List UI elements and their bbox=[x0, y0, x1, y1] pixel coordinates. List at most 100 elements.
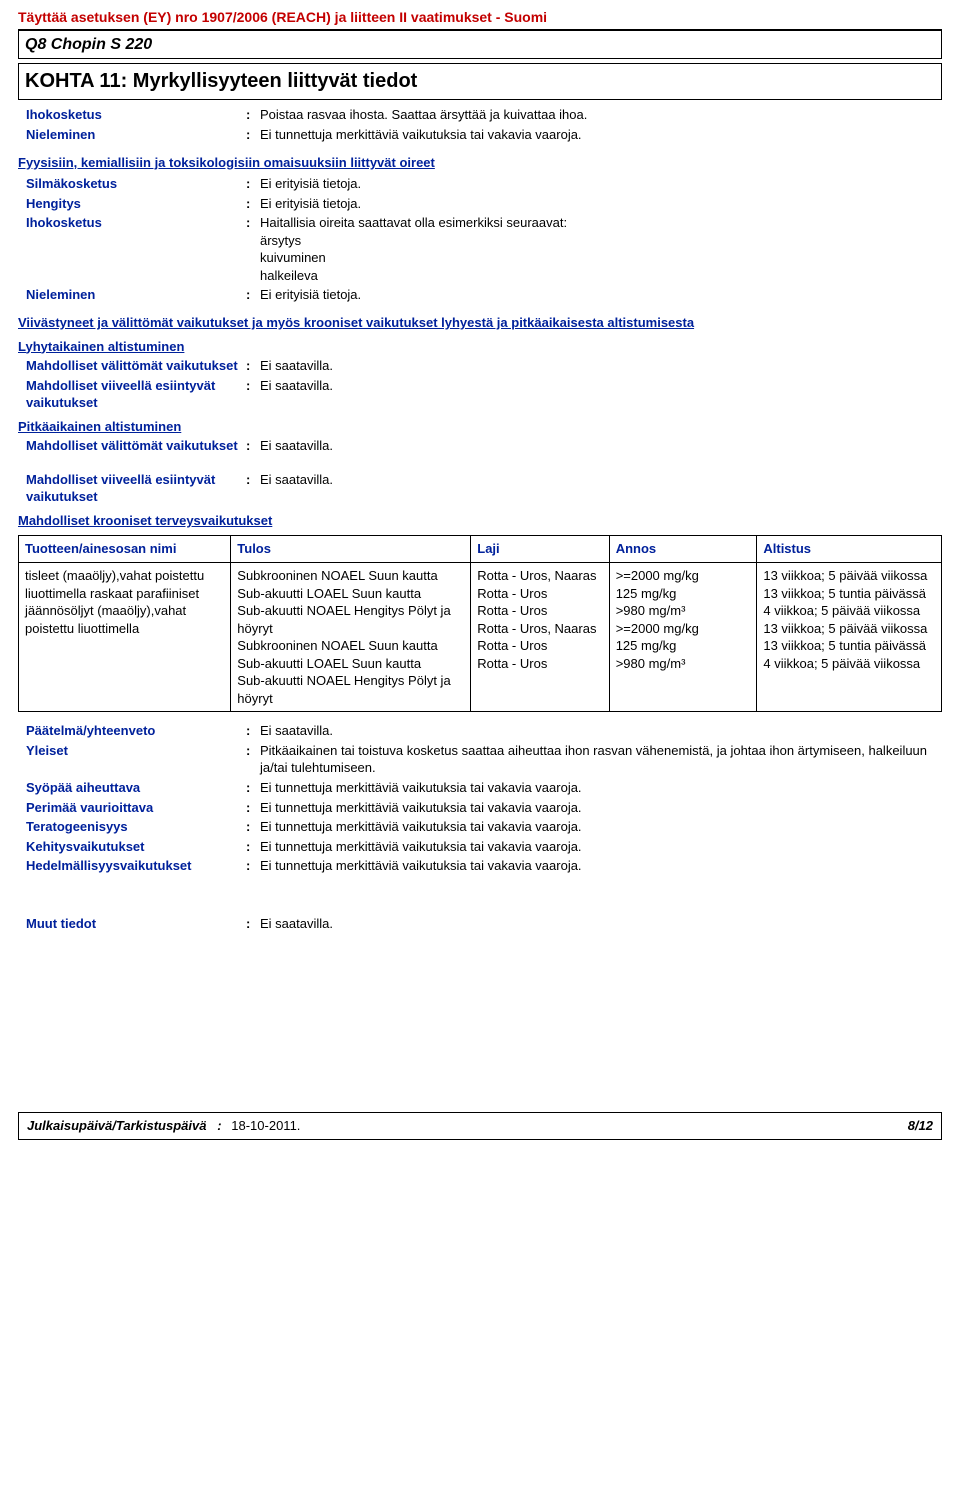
th-name: Tuotteen/ainesosan nimi bbox=[19, 536, 231, 563]
row-conc-0: Päätelmä/yhteenveto:Ei saatavilla. bbox=[26, 722, 942, 740]
value-long-0: Ei saatavilla. bbox=[260, 437, 942, 455]
colon: : bbox=[246, 286, 260, 304]
section-title: KOHTA 11: Myrkyllisyyteen liittyvät tied… bbox=[25, 70, 417, 92]
label-conc-1: Yleiset bbox=[26, 742, 246, 777]
cell-annos-line: >=2000 mg/kg bbox=[616, 620, 751, 638]
cell-tulos-line: Sub-akuutti LOAEL Suun kautta bbox=[237, 585, 464, 603]
cell-laji: Rotta - Uros, NaarasRotta - UrosRotta - … bbox=[471, 562, 609, 711]
label-short-0: Mahdolliset välittömät vaikutukset bbox=[26, 357, 246, 375]
row-conc-2: Syöpää aiheuttava:Ei tunnettuja merkittä… bbox=[26, 779, 942, 797]
short-heading: Lyhytaikainen altistuminen bbox=[18, 338, 942, 356]
label-long-1: Mahdolliset viiveellä esiintyvät vaikutu… bbox=[26, 471, 246, 506]
row-ihokosketus-multi: Ihokosketus : Haitallisia oireita saatta… bbox=[26, 214, 942, 284]
colon: : bbox=[246, 915, 260, 933]
label-other-info: Muut tiedot bbox=[26, 915, 246, 933]
cell-laji-line: Rotta - Uros bbox=[477, 585, 602, 603]
value-phys-1: Ei erityisiä tietoja. bbox=[260, 195, 942, 213]
table-header-row: Tuotteen/ainesosan nimi Tulos Laji Annos… bbox=[19, 536, 942, 563]
cell-tulos-line: Sub-akuutti NOAEL Hengitys Pölyt ja höyr… bbox=[237, 602, 464, 637]
table-row: tisleet (maaöljy),vahat poistettu liuott… bbox=[19, 562, 942, 711]
label-conc-2: Syöpää aiheuttava bbox=[26, 779, 246, 797]
colon: : bbox=[246, 838, 260, 856]
phys-heading: Fyysisiin, kemiallisiin ja toksikologisi… bbox=[18, 154, 942, 172]
value-conc-1: Pitkäaikainen tai toistuva kosketus saat… bbox=[260, 742, 942, 777]
colon: : bbox=[246, 799, 260, 817]
row-conc-5: Kehitysvaikutukset:Ei tunnettuja merkitt… bbox=[26, 838, 942, 856]
colon: : bbox=[246, 377, 260, 412]
cell-annos-line: >980 mg/m³ bbox=[616, 655, 751, 673]
colon: : bbox=[246, 857, 260, 875]
footer-sep: : bbox=[210, 1118, 222, 1133]
value-ihokosketus: Haitallisia oireita saattavat olla esime… bbox=[260, 214, 942, 284]
label-short-1: Mahdolliset viiveellä esiintyvät vaikutu… bbox=[26, 377, 246, 412]
cell-laji-line: Rotta - Uros bbox=[477, 655, 602, 673]
cell-annos: >=2000 mg/kg125 mg/kg>980 mg/m³>=2000 mg… bbox=[609, 562, 757, 711]
colon: : bbox=[246, 175, 260, 193]
label-conc-6: Hedelmällisyysvaikutukset bbox=[26, 857, 246, 875]
cell-tulos-line: Subkrooninen NOAEL Suun kautta bbox=[237, 637, 464, 655]
row-conc-1: Yleiset:Pitkäaikainen tai toistuva koske… bbox=[26, 742, 942, 777]
cell-altistus-line: 13 viikkoa; 5 päivää viikossa bbox=[763, 567, 935, 585]
footer-label: Julkaisupäivä/Tarkistuspäivä bbox=[27, 1118, 206, 1133]
chronic-table: Tuotteen/ainesosan nimi Tulos Laji Annos… bbox=[18, 535, 942, 712]
value-short-1: Ei saatavilla. bbox=[260, 377, 942, 412]
label-intro-1: Nieleminen bbox=[26, 126, 246, 144]
cell-laji-line: Rotta - Uros bbox=[477, 637, 602, 655]
cell-altistus-line: 13 viikkoa; 5 tuntia päivässä bbox=[763, 637, 935, 655]
label-nieleminen2: Nieleminen bbox=[26, 286, 246, 304]
ihokosketus-line-0: ärsytys bbox=[260, 232, 942, 250]
label-intro-0: Ihokosketus bbox=[26, 106, 246, 124]
cell-altistus-line: 13 viikkoa; 5 päivää viikossa bbox=[763, 620, 935, 638]
value-conc-3: Ei tunnettuja merkittäviä vaikutuksia ta… bbox=[260, 799, 942, 817]
row-short-0: Mahdolliset välittömät vaikutukset:Ei sa… bbox=[26, 357, 942, 375]
cell-tulos: Subkrooninen NOAEL Suun kauttaSub-akuutt… bbox=[231, 562, 471, 711]
cell-tulos-line: Sub-akuutti LOAEL Suun kautta bbox=[237, 655, 464, 673]
footer-left: Julkaisupäivä/Tarkistuspäivä : 18-10-201… bbox=[27, 1117, 300, 1135]
row-short-1: Mahdolliset viiveellä esiintyvät vaikutu… bbox=[26, 377, 942, 412]
colon: : bbox=[246, 779, 260, 797]
chronic-heading: Mahdolliset krooniset terveysvaikutukset bbox=[18, 512, 942, 530]
product-box: Q8 Chopin S 220 bbox=[18, 30, 942, 60]
value-conc-6: Ei tunnettuja merkittäviä vaikutuksia ta… bbox=[260, 857, 942, 875]
value-intro-1: Ei tunnettuja merkittäviä vaikutuksia ta… bbox=[260, 126, 942, 144]
footer-date: 18-10-2011. bbox=[231, 1117, 300, 1135]
row-nieleminen2: Nieleminen : Ei erityisiä tietoja. bbox=[26, 286, 942, 304]
cell-name-line: jäännösöljyt (maaöljy),vahat poistettu l… bbox=[25, 602, 224, 637]
label-conc-4: Teratogeenisyys bbox=[26, 818, 246, 836]
row-conc-3: Perimää vaurioittava:Ei tunnettuja merki… bbox=[26, 799, 942, 817]
footer-page: 8/12 bbox=[908, 1117, 933, 1135]
colon: : bbox=[246, 742, 260, 777]
value-nieleminen2: Ei erityisiä tietoja. bbox=[260, 286, 942, 304]
ihokosketus-line-2: halkeileva bbox=[260, 267, 942, 285]
value-conc-4: Ei tunnettuja merkittäviä vaikutuksia ta… bbox=[260, 818, 942, 836]
ihokosketus-line-1: kuivuminen bbox=[260, 249, 942, 267]
label-conc-0: Päätelmä/yhteenveto bbox=[26, 722, 246, 740]
section-title-box: KOHTA 11: Myrkyllisyyteen liittyvät tied… bbox=[18, 63, 942, 100]
cell-laji-line: Rotta - Uros, Naaras bbox=[477, 620, 602, 638]
colon: : bbox=[246, 818, 260, 836]
ihokosketus-lead: Haitallisia oireita saattavat olla esime… bbox=[260, 214, 942, 232]
regulation-header: Täyttää asetuksen (EY) nro 1907/2006 (RE… bbox=[18, 8, 942, 30]
cell-laji-line: Rotta - Uros bbox=[477, 602, 602, 620]
cell-name-line: tisleet (maaöljy),vahat poistettu liuott… bbox=[25, 567, 224, 602]
label-phys-0: Silmäkosketus bbox=[26, 175, 246, 193]
delayed-heading: Viivästyneet ja välittömät vaikutukset j… bbox=[18, 314, 942, 332]
cell-annos-line: >980 mg/m³ bbox=[616, 602, 751, 620]
cell-altistus-line: 13 viikkoa; 5 tuntia päivässä bbox=[763, 585, 935, 603]
colon: : bbox=[246, 106, 260, 124]
cell-altistus-line: 4 viikkoa; 5 päivää viikossa bbox=[763, 655, 935, 673]
cell-annos-line: >=2000 mg/kg bbox=[616, 567, 751, 585]
th-laji: Laji bbox=[471, 536, 609, 563]
long-heading: Pitkäaikainen altistuminen bbox=[18, 418, 942, 436]
cell-laji-line: Rotta - Uros, Naaras bbox=[477, 567, 602, 585]
th-annos: Annos bbox=[609, 536, 757, 563]
value-long-1: Ei saatavilla. bbox=[260, 471, 942, 506]
row-conc-6: Hedelmällisyysvaikutukset:Ei tunnettuja … bbox=[26, 857, 942, 875]
row-conc-4: Teratogeenisyys:Ei tunnettuja merkittävi… bbox=[26, 818, 942, 836]
value-other-info: Ei saatavilla. bbox=[260, 915, 942, 933]
value-conc-0: Ei saatavilla. bbox=[260, 722, 942, 740]
label-phys-1: Hengitys bbox=[26, 195, 246, 213]
colon: : bbox=[246, 195, 260, 213]
value-conc-5: Ei tunnettuja merkittäviä vaikutuksia ta… bbox=[260, 838, 942, 856]
row-intro-1: Nieleminen:Ei tunnettuja merkittäviä vai… bbox=[26, 126, 942, 144]
